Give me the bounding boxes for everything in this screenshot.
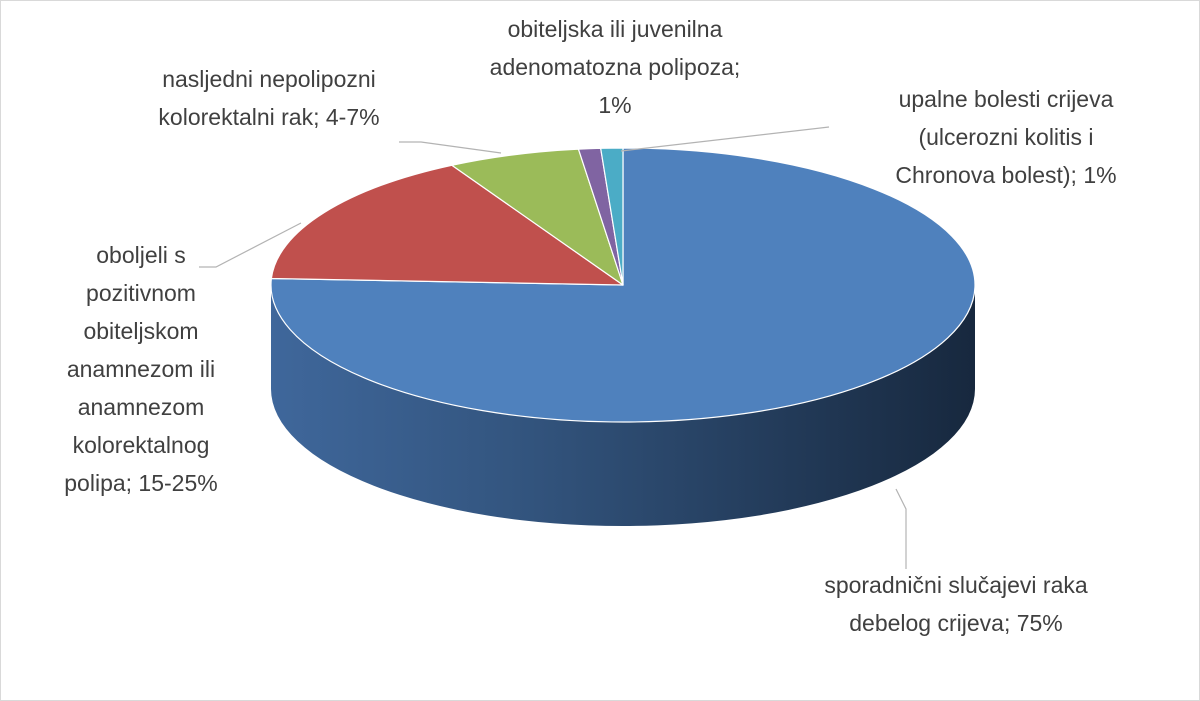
data-label-line: (ulcerozni kolitis i	[918, 124, 1093, 150]
data-label-line: 1%	[598, 92, 631, 118]
slice-labels: sporadnični slučajevi raka debelog crijev…	[64, 16, 1116, 636]
leader-line-3	[399, 141, 502, 154]
slice-nasljedni-nepolipozni	[451, 148, 624, 286]
data-label-line: anamnezom ili	[67, 356, 215, 382]
data-label-line: oboljeli s	[96, 242, 186, 268]
data-label-4: obiteljska ili juvenilna adenomatozna pol…	[490, 16, 741, 118]
data-label-line: debelog crijeva; 75%	[849, 610, 1063, 636]
data-label-1: sporadnični slučajevi raka debelog crijev…	[824, 572, 1088, 636]
slice-upalne-bolesti-crijeva	[600, 147, 624, 286]
data-label-line: nasljedni nepolipozni	[162, 66, 376, 92]
data-label-3: nasljedni nepolipozni kolorektalni rak; 4…	[158, 66, 379, 130]
data-label-line: obiteljska ili juvenilna	[508, 16, 723, 42]
data-label-line: sporadnični slučajevi raka	[824, 572, 1088, 598]
leader-line-2	[199, 222, 302, 268]
data-label-line: anamnezom	[78, 394, 205, 420]
leader-lines	[199, 126, 907, 569]
data-label-5: upalne bolesti crijeva (ulcerozni kolitis…	[895, 86, 1116, 188]
leader-line-5	[620, 126, 830, 152]
data-label-line: adenomatozna polipoza;	[490, 54, 741, 80]
pie-slices	[270, 147, 976, 423]
data-label-2: oboljeli s pozitivnom obiteljskom anamnezom…	[64, 242, 217, 496]
data-label-line: upalne bolesti crijeva	[899, 86, 1114, 112]
data-label-line: Chronova bolest); 1%	[895, 162, 1116, 188]
data-label-line: polipa; 15-25%	[64, 470, 217, 496]
slice-oboljeli-s	[270, 164, 624, 286]
data-label-line: obiteljskom	[83, 318, 198, 344]
leader-line-1	[895, 488, 907, 569]
slice-sporadni-ni-slu-ajevi-raka	[270, 147, 976, 423]
slice-side-1	[271, 285, 975, 526]
pie-sides	[271, 285, 975, 526]
data-label-line: pozitivnom	[86, 280, 196, 306]
data-label-line: kolorektalni rak; 4-7%	[158, 104, 379, 130]
data-label-line: kolorektalnog	[73, 432, 210, 458]
